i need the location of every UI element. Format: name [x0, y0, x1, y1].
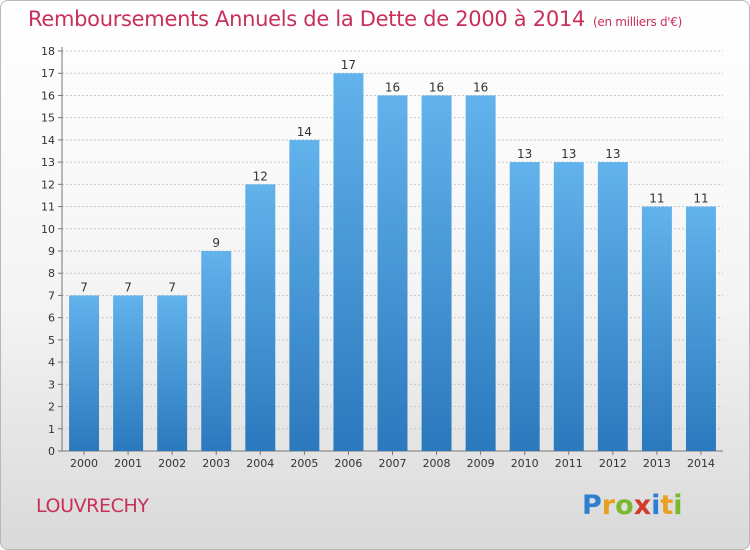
data-label: 11 — [649, 192, 664, 206]
data-label: 12 — [253, 169, 268, 183]
x-tick-label: 2003 — [202, 457, 230, 470]
y-tick-label: 15 — [41, 112, 55, 125]
y-tick-label: 10 — [41, 223, 55, 236]
x-tick-label: 2012 — [599, 457, 627, 470]
logo-letter: i — [673, 490, 683, 521]
proxiti-logo: Proxiti — [582, 490, 683, 521]
y-tick-label: 9 — [48, 245, 55, 258]
x-tick-label: 2011 — [555, 457, 583, 470]
bar — [113, 295, 144, 451]
y-tick-label: 12 — [41, 178, 55, 191]
y-tick-label: 0 — [48, 445, 55, 458]
town-name: LOUVRECHY — [36, 495, 149, 517]
x-tick-label: 2005 — [290, 457, 318, 470]
data-label: 13 — [605, 147, 620, 161]
bar — [157, 295, 188, 451]
data-label: 11 — [693, 192, 708, 206]
bar — [289, 139, 320, 451]
data-label: 14 — [297, 125, 312, 139]
chart-title-text: Remboursements Annuels de la Dette de 20… — [28, 7, 585, 31]
data-label: 16 — [385, 80, 400, 94]
data-label: 13 — [561, 147, 576, 161]
data-label: 13 — [517, 147, 532, 161]
bar — [421, 95, 452, 451]
data-label: 9 — [212, 236, 220, 250]
bar — [641, 206, 672, 451]
bar — [465, 95, 496, 451]
y-tick-label: 16 — [41, 89, 55, 102]
y-tick-label: 13 — [41, 156, 55, 169]
data-label: 7 — [124, 280, 132, 294]
x-tick-label: 2008 — [423, 457, 451, 470]
bar — [377, 95, 408, 451]
logo-letter: i — [651, 490, 661, 521]
y-tick-label: 6 — [48, 312, 55, 325]
logo-letter: t — [660, 490, 674, 521]
bar — [69, 295, 100, 451]
bar — [597, 162, 628, 451]
x-tick-label: 2001 — [114, 457, 142, 470]
logo-letter: o — [615, 490, 634, 521]
bar — [201, 251, 232, 451]
y-tick-label: 18 — [41, 45, 55, 58]
chart-unit: (en milliers d'€) — [593, 15, 683, 29]
logo-letter: x — [633, 490, 652, 521]
data-label: 16 — [429, 80, 444, 94]
x-tick-label: 2004 — [246, 457, 274, 470]
data-label: 17 — [341, 58, 356, 72]
x-tick-label: 2006 — [334, 457, 362, 470]
x-tick-label: 2002 — [158, 457, 186, 470]
bar — [245, 184, 276, 452]
data-labels: 7 7 7 9 12 14 17 16 16 16 13 13 13 11 11 — [80, 58, 708, 294]
data-label: 7 — [168, 280, 176, 294]
bar — [509, 162, 540, 451]
bar — [553, 162, 584, 451]
data-label: 16 — [473, 80, 488, 94]
x-tick-label: 2013 — [643, 457, 671, 470]
x-tick-label: 2010 — [511, 457, 539, 470]
y-tick-label: 11 — [41, 201, 55, 214]
data-label: 7 — [80, 280, 88, 294]
y-tick-label: 14 — [41, 134, 55, 147]
x-tick-label: 2009 — [467, 457, 495, 470]
y-tick-label: 1 — [48, 423, 55, 436]
bar — [685, 206, 716, 451]
bars — [69, 73, 716, 452]
y-tick-label: 8 — [48, 267, 55, 280]
y-tick-label: 4 — [48, 356, 55, 369]
x-tick-label: 2014 — [687, 457, 715, 470]
y-tick-label: 3 — [48, 378, 55, 391]
logo-letter: P — [582, 490, 602, 521]
y-tick-label: 7 — [48, 289, 55, 302]
logo-letter: r — [601, 490, 616, 521]
y-tick-label: 2 — [48, 401, 55, 414]
y-tick-label: 17 — [41, 67, 55, 80]
x-tick-label: 2007 — [379, 457, 407, 470]
chart-title: Remboursements Annuels de la Dette de 20… — [28, 7, 682, 31]
x-tick-label: 2000 — [70, 457, 98, 470]
y-tick-label: 5 — [48, 334, 55, 347]
bar — [333, 73, 364, 451]
